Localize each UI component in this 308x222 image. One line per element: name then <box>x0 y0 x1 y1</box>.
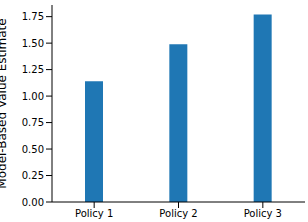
svg-text:1.00: 1.00 <box>22 91 44 102</box>
svg-text:Policy 3: Policy 3 <box>244 208 282 219</box>
svg-text:0.50: 0.50 <box>22 144 44 155</box>
svg-text:Model-Based Value Estimate: Model-Based Value Estimate <box>8 18 9 188</box>
svg-text:1.50: 1.50 <box>22 38 44 49</box>
svg-text:1.75: 1.75 <box>22 11 44 22</box>
svg-text:0.00: 0.00 <box>22 197 44 208</box>
svg-text:0.25: 0.25 <box>22 170 44 181</box>
svg-text:Policy 1: Policy 1 <box>75 208 113 219</box>
svg-text:1.25: 1.25 <box>22 64 44 75</box>
svg-text:Policy 2: Policy 2 <box>159 208 197 219</box>
svg-text:0.75: 0.75 <box>22 117 44 128</box>
